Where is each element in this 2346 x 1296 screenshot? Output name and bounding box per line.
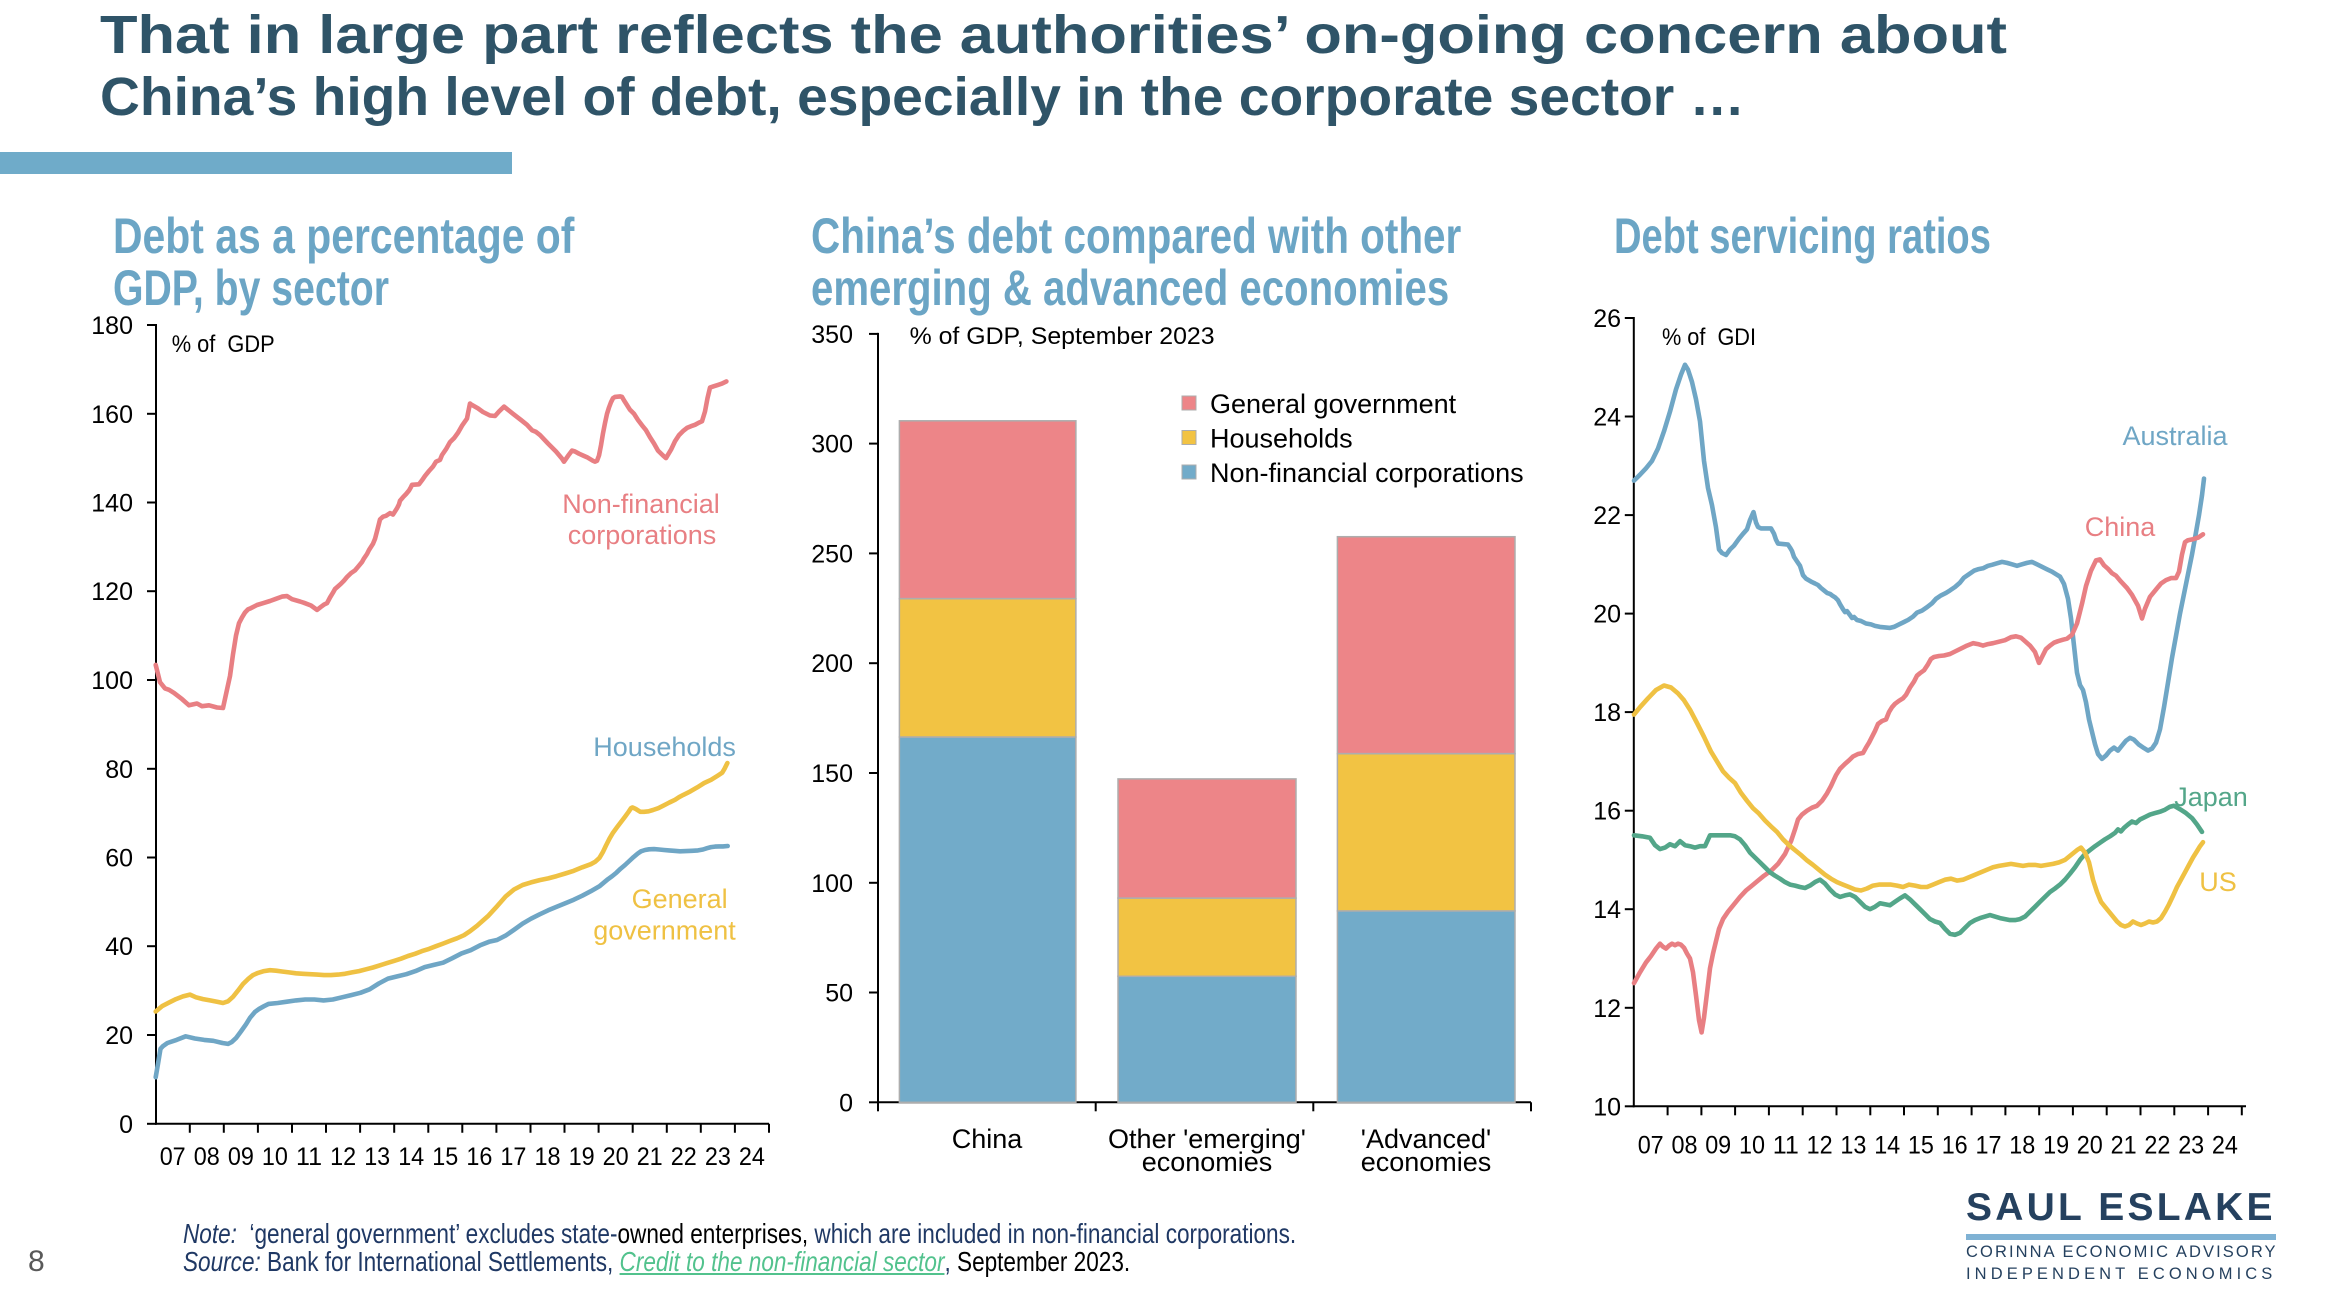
svg-text:22: 22 xyxy=(2144,1132,2170,1160)
svg-text:economies: economies xyxy=(1142,1147,1273,1177)
svg-text:Households: Households xyxy=(593,732,736,762)
svg-text:economies: economies xyxy=(1361,1147,1492,1177)
svg-text:18: 18 xyxy=(535,1143,561,1171)
svg-text:12: 12 xyxy=(330,1143,356,1171)
svg-text:26: 26 xyxy=(1593,305,1621,333)
svg-text:250: 250 xyxy=(811,540,853,568)
svg-text:60: 60 xyxy=(105,845,133,873)
svg-text:General government: General government xyxy=(1210,389,1457,419)
svg-text:10: 10 xyxy=(1593,1093,1621,1121)
svg-text:23: 23 xyxy=(705,1143,731,1171)
svg-text:150: 150 xyxy=(811,760,853,788)
svg-text:21: 21 xyxy=(637,1143,663,1171)
svg-text:180: 180 xyxy=(91,312,133,340)
svg-text:07: 07 xyxy=(160,1143,186,1171)
svg-text:Non-financial corporations: Non-financial corporations xyxy=(1210,458,1524,488)
svg-text:% of GDP: % of GDP xyxy=(172,331,275,358)
svg-text:16: 16 xyxy=(1593,798,1621,826)
svg-text:07: 07 xyxy=(1638,1132,1664,1160)
svg-text:11: 11 xyxy=(296,1143,322,1171)
svg-text:09: 09 xyxy=(228,1143,254,1171)
svg-text:0: 0 xyxy=(839,1089,853,1117)
svg-text:10: 10 xyxy=(1739,1132,1765,1160)
svg-text:24: 24 xyxy=(2212,1132,2238,1160)
svg-text:China: China xyxy=(2085,512,2157,542)
svg-text:20: 20 xyxy=(105,1022,133,1050)
svg-text:17: 17 xyxy=(1976,1132,2002,1160)
svg-text:Non-financial: Non-financial xyxy=(562,489,720,519)
svg-text:14: 14 xyxy=(398,1143,424,1171)
svg-text:09: 09 xyxy=(1705,1132,1731,1160)
svg-text:19: 19 xyxy=(569,1143,595,1171)
svg-text:15: 15 xyxy=(432,1143,458,1171)
svg-text:13: 13 xyxy=(1840,1132,1866,1160)
svg-text:22: 22 xyxy=(671,1143,697,1171)
svg-text:Australia: Australia xyxy=(2122,421,2228,451)
svg-text:Households: Households xyxy=(1210,424,1353,454)
svg-text:18: 18 xyxy=(2009,1132,2035,1160)
svg-text:40: 40 xyxy=(105,933,133,961)
svg-text:14: 14 xyxy=(1874,1132,1900,1160)
svg-text:16: 16 xyxy=(1942,1132,1968,1160)
svg-text:120: 120 xyxy=(91,578,133,606)
svg-text:140: 140 xyxy=(91,490,133,518)
svg-text:08: 08 xyxy=(194,1143,220,1171)
svg-text:% of GDP, September 2023: % of GDP, September 2023 xyxy=(910,323,1215,350)
svg-text:'Advanced': 'Advanced' xyxy=(1361,1124,1491,1154)
svg-text:17: 17 xyxy=(500,1143,526,1171)
svg-text:0: 0 xyxy=(119,1111,133,1139)
svg-text:11: 11 xyxy=(1773,1132,1799,1160)
svg-text:Other 'emerging': Other 'emerging' xyxy=(1108,1124,1306,1154)
svg-text:80: 80 xyxy=(105,756,133,784)
svg-text:20: 20 xyxy=(2077,1132,2103,1160)
svg-text:12: 12 xyxy=(1807,1132,1833,1160)
svg-text:160: 160 xyxy=(91,401,133,429)
svg-text:10: 10 xyxy=(262,1143,288,1171)
svg-text:23: 23 xyxy=(2178,1132,2204,1160)
svg-text:200: 200 xyxy=(811,650,853,678)
svg-text:22: 22 xyxy=(1593,502,1621,530)
svg-text:18: 18 xyxy=(1593,699,1621,727)
svg-text:300: 300 xyxy=(811,431,853,459)
svg-text:16: 16 xyxy=(466,1143,492,1171)
svg-text:government: government xyxy=(593,916,736,946)
svg-text:100: 100 xyxy=(91,667,133,695)
svg-text:19: 19 xyxy=(2043,1132,2069,1160)
svg-text:24: 24 xyxy=(1593,404,1621,432)
svg-text:350: 350 xyxy=(811,321,853,349)
svg-text:15: 15 xyxy=(1908,1132,1934,1160)
svg-text:20: 20 xyxy=(603,1143,629,1171)
svg-text:% of GDI: % of GDI xyxy=(1662,324,1756,351)
svg-text:12: 12 xyxy=(1593,995,1621,1023)
svg-text:13: 13 xyxy=(364,1143,390,1171)
svg-text:21: 21 xyxy=(2111,1132,2137,1160)
svg-text:08: 08 xyxy=(1672,1132,1698,1160)
svg-text:20: 20 xyxy=(1593,601,1621,629)
svg-text:US: US xyxy=(2199,867,2237,897)
svg-text:24: 24 xyxy=(739,1143,765,1171)
svg-text:corporations: corporations xyxy=(568,520,717,550)
svg-text:General: General xyxy=(632,884,728,914)
svg-text:50: 50 xyxy=(825,980,853,1008)
svg-text:14: 14 xyxy=(1593,896,1621,924)
svg-text:Japan: Japan xyxy=(2174,782,2248,812)
svg-text:100: 100 xyxy=(811,870,853,898)
svg-text:China: China xyxy=(952,1124,1024,1154)
